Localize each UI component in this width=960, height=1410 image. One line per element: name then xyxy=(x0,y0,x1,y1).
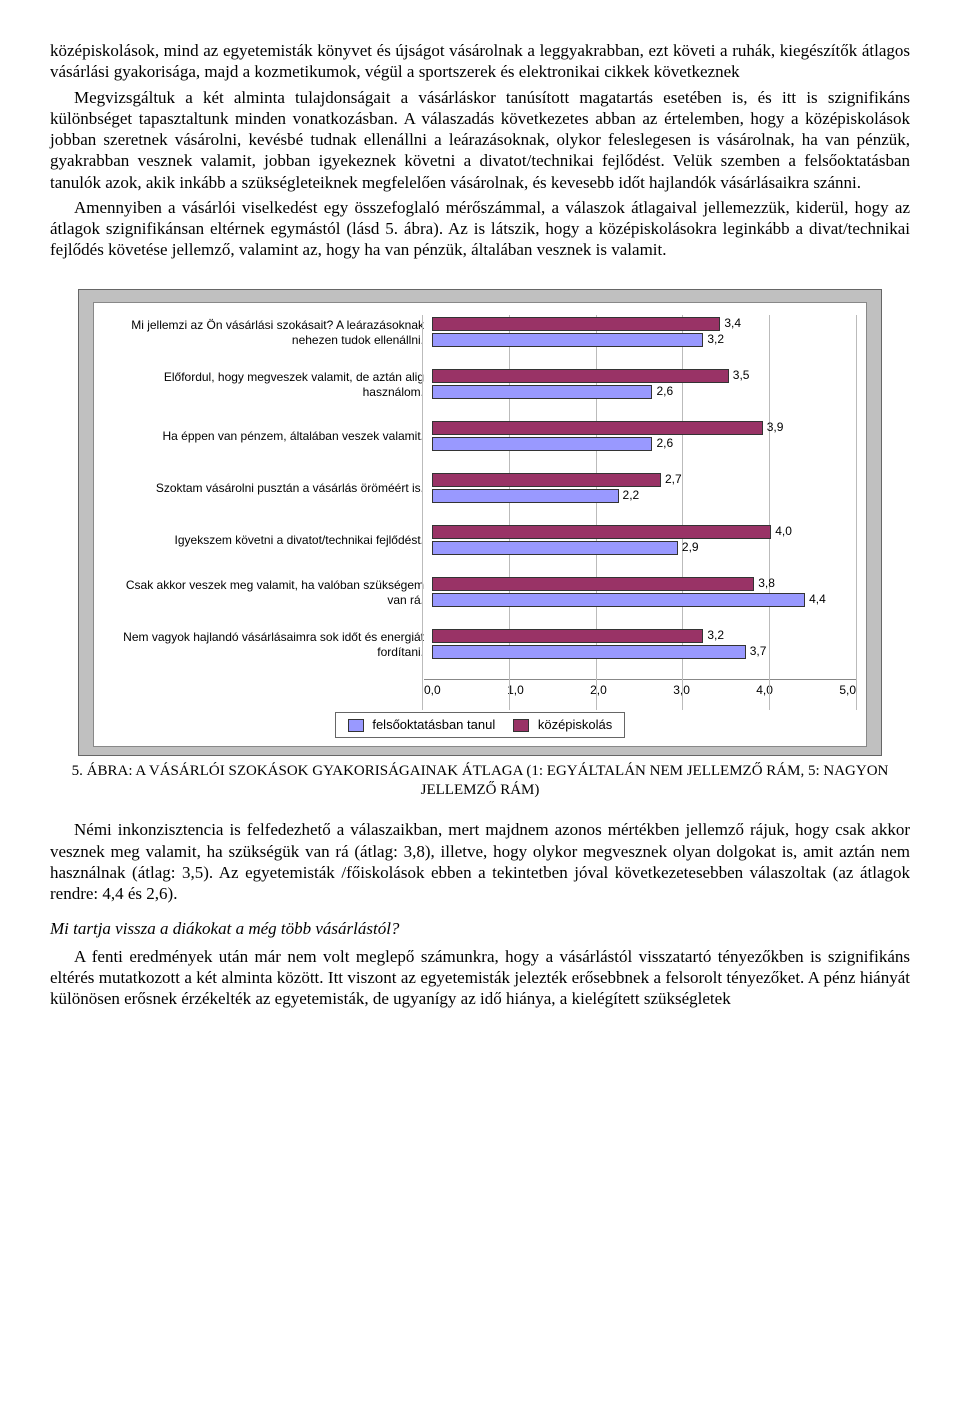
legend-label-kozep: középiskolás xyxy=(538,717,612,732)
chart-row: Igyekszem követni a divatot/technikai fe… xyxy=(104,523,856,559)
chart-row: Előfordul, hogy megveszek valamit, de az… xyxy=(104,367,856,403)
figure-caption: 5. ÁBRA: A VÁSÁRLÓI SZOKÁSOK GYAKORISÁGA… xyxy=(50,762,910,800)
chart-legend: felsőoktatásban tanul középiskolás xyxy=(104,712,856,738)
section-heading: Mi tartja vissza a diákokat a még több v… xyxy=(50,918,910,939)
chart-x-axis: 0,0 1,0 2,0 3,0 4,0 5,0 xyxy=(104,679,856,698)
legend-item-kozep: középiskolás xyxy=(513,717,612,733)
bar-value-kozep: 4,0 xyxy=(775,524,792,539)
chart-category-label: Csak akkor veszek meg valamit, ha valóba… xyxy=(104,578,432,608)
chart-bar-group: 3,43,2 xyxy=(432,315,856,351)
paragraph-3: Amennyiben a vásárlói viselkedést egy ös… xyxy=(50,197,910,261)
chart-bar-group: 3,9 2,6 xyxy=(432,419,856,455)
legend-item-felso: felsőoktatásban tanul xyxy=(348,717,496,733)
bar-value-kozep: 3,8 xyxy=(758,576,775,591)
paragraph-5: A fenti eredmények után már nem volt meg… xyxy=(50,946,910,1010)
chart-bar-group: 3,5 2,6 xyxy=(432,367,856,403)
chart-category-label: Igyekszem követni a divatot/technikai fe… xyxy=(104,533,432,548)
chart-rows: Mi jellemzi az Ön vásárlási szokásait? A… xyxy=(104,315,856,663)
chart-row: Nem vagyok hajlandó vásárlásaimra sok id… xyxy=(104,627,856,663)
bar-value-felso: 2,2 xyxy=(623,488,640,503)
chart-bar-group: 3,8 4,4 xyxy=(432,575,856,611)
bar-kozep xyxy=(432,577,754,591)
x-tick-label: 5,0 xyxy=(839,683,856,698)
x-tick-label: 3,0 xyxy=(673,683,690,698)
bar-value-felso: 3,2 xyxy=(707,332,724,347)
chart-plot-area: Mi jellemzi az Ön vásárlási szokásait? A… xyxy=(93,302,867,747)
bar-value-kozep: 3,2 xyxy=(707,628,724,643)
bar-felso xyxy=(432,645,746,659)
bar-kozep xyxy=(432,629,703,643)
paragraph-4: Némi inkonzisztencia is felfedezhető a v… xyxy=(50,819,910,904)
legend-label-felso: felsőoktatásban tanul xyxy=(372,717,495,732)
bar-value-felso: 3,7 xyxy=(750,644,767,659)
bar-felso xyxy=(432,593,805,607)
chart-category-label: Nem vagyok hajlandó vásárlásaimra sok id… xyxy=(104,630,432,660)
chart-bar-group: 4,0 2,9 xyxy=(432,523,856,559)
bar-value-kozep: 3,5 xyxy=(733,368,750,383)
bar-kozep xyxy=(432,317,720,331)
chart-category-label: Szoktam vásárolni pusztán a vásárlás örö… xyxy=(104,481,432,496)
chart-container: Mi jellemzi az Ön vásárlási szokásait? A… xyxy=(78,289,882,756)
legend-swatch-kozep xyxy=(513,719,529,732)
chart-row: Csak akkor veszek meg valamit, ha valóba… xyxy=(104,575,856,611)
bar-value-felso: 2,9 xyxy=(682,540,699,555)
chart-row: Szoktam vásárolni pusztán a vásárlás örö… xyxy=(104,471,856,507)
chart-category-label: Előfordul, hogy megveszek valamit, de az… xyxy=(104,370,432,400)
bar-felso xyxy=(432,333,703,347)
x-tick-label: 2,0 xyxy=(590,683,607,698)
bar-value-kozep: 3,4 xyxy=(724,316,741,331)
chart-row: Ha éppen van pénzem, általában veszek va… xyxy=(104,419,856,455)
bar-kozep xyxy=(432,421,763,435)
bar-value-kozep: 2,7 xyxy=(665,472,682,487)
x-tick-label: 0,0 xyxy=(424,683,441,698)
bar-value-kozep: 3,9 xyxy=(767,420,784,435)
x-tick-label: 4,0 xyxy=(756,683,773,698)
chart-category-label: Ha éppen van pénzem, általában veszek va… xyxy=(104,429,432,444)
chart-row: Mi jellemzi az Ön vásárlási szokásait? A… xyxy=(104,315,856,351)
bar-value-felso: 4,4 xyxy=(809,592,826,607)
legend-swatch-felso xyxy=(348,719,364,732)
paragraph-2: Megvizsgáltuk a két alminta tulajdonsága… xyxy=(50,87,910,193)
paragraph-1: középiskolások, mind az egyetemisták kön… xyxy=(50,40,910,83)
chart-category-label: Mi jellemzi az Ön vásárlási szokásait? A… xyxy=(104,318,432,348)
bar-felso xyxy=(432,489,619,503)
chart-bar-group: 3,2 3,7 xyxy=(432,627,856,663)
bar-kozep xyxy=(432,473,661,487)
bar-felso xyxy=(432,541,678,555)
bar-value-felso: 2,6 xyxy=(656,384,673,399)
bar-felso xyxy=(432,385,652,399)
x-tick-label: 1,0 xyxy=(507,683,524,698)
bar-felso xyxy=(432,437,652,451)
bar-value-felso: 2,6 xyxy=(656,436,673,451)
bar-kozep xyxy=(432,369,729,383)
chart-bar-group: 2,7 2,2 xyxy=(432,471,856,507)
chart-x-ticks: 0,0 1,0 2,0 3,0 4,0 5,0 xyxy=(424,679,856,698)
bar-kozep xyxy=(432,525,771,539)
